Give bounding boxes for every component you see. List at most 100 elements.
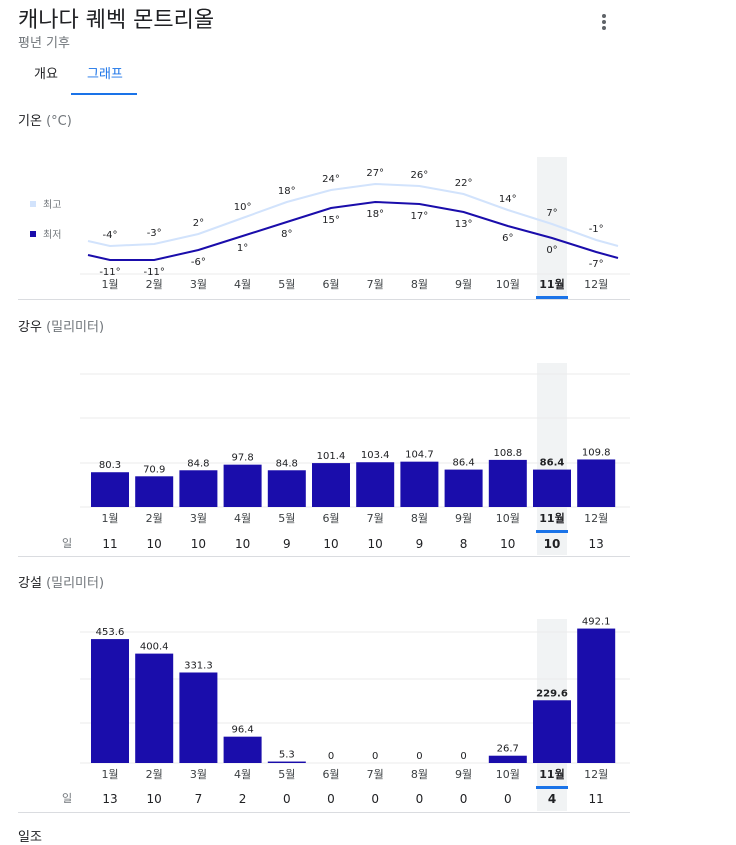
month-label[interactable]: 12월	[584, 278, 608, 291]
bar[interactable]	[577, 459, 616, 507]
temp-high-label: 22°	[455, 178, 473, 189]
bar-value-label: 229.6	[536, 688, 568, 699]
month-label[interactable]: 11월	[539, 277, 564, 291]
bar-value-label: 108.8	[493, 448, 522, 459]
month-label[interactable]: 11월	[539, 767, 564, 781]
bar-value-label: 0	[328, 751, 334, 762]
bar[interactable]	[91, 472, 129, 507]
month-label[interactable]: 1월	[101, 512, 118, 525]
bar[interactable]	[179, 672, 218, 763]
temp-high-label: 10°	[234, 202, 252, 213]
month-label[interactable]: 9월	[455, 512, 472, 525]
month-label[interactable]: 3월	[190, 278, 207, 291]
month-label[interactable]: 2월	[146, 768, 163, 781]
snow-unit: (밀리미터)	[46, 576, 105, 591]
bar[interactable]	[356, 462, 395, 507]
month-label[interactable]: 6월	[322, 278, 339, 291]
selected-month-highlight[interactable]	[537, 363, 567, 555]
tab-overview[interactable]: 개요	[34, 67, 58, 82]
bar[interactable]	[533, 700, 571, 763]
rain-title: 강우	[18, 320, 42, 335]
month-label[interactable]: 9월	[455, 768, 472, 781]
days-count: 2	[239, 792, 247, 806]
bar[interactable]	[135, 653, 174, 763]
days-count: 0	[460, 792, 468, 806]
bar-value-label: 86.4	[452, 458, 474, 469]
bar-value-label: 104.7	[405, 450, 434, 461]
section-divider	[18, 812, 630, 813]
bar[interactable]	[91, 639, 129, 763]
selected-month-indicator	[536, 530, 568, 533]
month-label[interactable]: 12월	[584, 512, 608, 525]
temperature-section-title: 기온 (°C)	[18, 110, 72, 129]
month-label[interactable]: 8월	[411, 768, 428, 781]
month-label[interactable]: 2월	[146, 512, 163, 525]
bar[interactable]	[533, 469, 571, 507]
days-count: 10	[544, 537, 561, 551]
snow-days-label: 일	[62, 792, 73, 805]
bar[interactable]	[488, 755, 527, 763]
month-label[interactable]: 6월	[322, 768, 339, 781]
month-label[interactable]: 11월	[539, 511, 564, 525]
month-label[interactable]: 10월	[496, 278, 520, 291]
bar[interactable]	[267, 470, 306, 507]
bar-value-label: 86.4	[540, 458, 565, 469]
temp-high-label: 18°	[278, 186, 296, 197]
page-title: 캐나다 퀘벡 몬트리올	[18, 8, 215, 33]
series-high-line	[87, 182, 619, 248]
temp-low-label: 6°	[502, 233, 513, 244]
month-label[interactable]: 8월	[411, 512, 428, 525]
month-label[interactable]: 9월	[455, 278, 472, 291]
month-label[interactable]: 1월	[101, 768, 118, 781]
bar[interactable]	[577, 628, 616, 763]
temp-high-label: 7°	[546, 208, 557, 219]
month-label[interactable]: 7월	[367, 512, 384, 525]
bar[interactable]	[400, 461, 439, 507]
month-label[interactable]: 4월	[234, 512, 251, 525]
temp-high-label: -1°	[589, 224, 604, 235]
month-label[interactable]: 3월	[190, 768, 207, 781]
bar[interactable]	[488, 459, 527, 507]
bar-value-label: 5.3	[279, 750, 295, 761]
days-count: 0	[283, 792, 291, 806]
bar[interactable]	[135, 476, 174, 507]
tab-graph[interactable]: 그래프	[87, 67, 123, 82]
month-label[interactable]: 5월	[278, 768, 295, 781]
temp-high-label: 27°	[366, 168, 384, 179]
bar-value-label: 453.6	[96, 627, 125, 638]
month-label[interactable]: 5월	[278, 278, 295, 291]
month-label[interactable]: 2월	[146, 278, 163, 291]
month-label[interactable]: 7월	[367, 278, 384, 291]
page-subtitle: 평년 기후	[18, 36, 70, 51]
month-label[interactable]: 10월	[496, 512, 520, 525]
bar-value-label: 0	[460, 751, 466, 762]
month-label[interactable]: 5월	[278, 512, 295, 525]
month-label[interactable]: 3월	[190, 512, 207, 525]
month-label[interactable]: 4월	[234, 278, 251, 291]
bar[interactable]	[267, 761, 306, 763]
legend-high: 최고	[30, 196, 61, 211]
month-label[interactable]: 7월	[367, 768, 384, 781]
days-count: 13	[589, 537, 604, 551]
rain-section-title: 강우 (밀리미터)	[18, 316, 104, 335]
temp-high-label: 2°	[193, 218, 204, 229]
bar[interactable]	[179, 470, 218, 507]
bar[interactable]	[444, 469, 483, 507]
month-label[interactable]: 12월	[584, 768, 608, 781]
section-divider	[18, 299, 630, 300]
month-label[interactable]: 4월	[234, 768, 251, 781]
bar[interactable]	[312, 463, 350, 507]
bar-value-label: 96.4	[231, 725, 253, 736]
legend-low-label: 최저	[43, 230, 62, 241]
bar[interactable]	[223, 736, 262, 763]
bar[interactable]	[223, 464, 262, 507]
days-count: 10	[191, 537, 206, 551]
month-label[interactable]: 6월	[322, 512, 339, 525]
days-count: 4	[548, 792, 556, 806]
month-label[interactable]: 8월	[411, 278, 428, 291]
month-label[interactable]: 10월	[496, 768, 520, 781]
more-options-icon[interactable]	[592, 10, 616, 34]
month-label[interactable]: 1월	[101, 278, 118, 291]
temp-low-label: -11°	[144, 267, 165, 278]
